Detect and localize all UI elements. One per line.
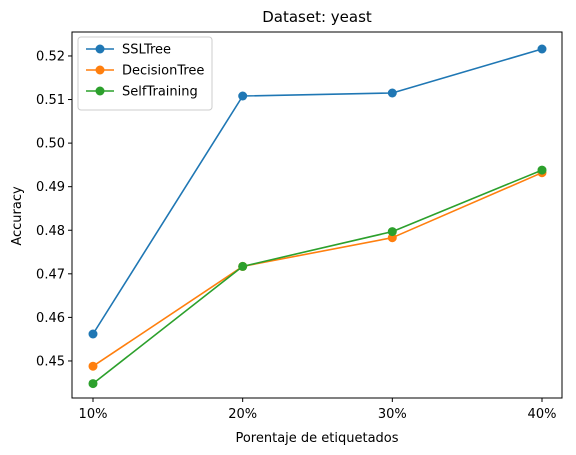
- x-tick-label: 40%: [528, 407, 557, 422]
- legend-label: DecisionTree: [122, 64, 204, 79]
- y-tick-label: 0.46: [36, 311, 65, 326]
- y-tick-label: 0.47: [36, 267, 65, 282]
- data-point: [238, 91, 248, 101]
- data-point: [387, 88, 397, 98]
- legend-swatch-marker: [95, 65, 105, 75]
- y-tick-label: 0.50: [36, 137, 65, 152]
- series-line-2: [92, 169, 543, 385]
- y-tick-label: 0.51: [36, 93, 65, 108]
- data-point: [537, 165, 547, 175]
- y-tick-label: 0.52: [36, 49, 65, 64]
- data-point: [88, 329, 98, 339]
- legend-swatch-marker: [95, 44, 105, 54]
- y-tick-label: 0.49: [36, 180, 65, 195]
- legend-label: SelfTraining: [122, 85, 198, 100]
- x-axis-title: Porentaje de etiquetados: [235, 431, 398, 446]
- chart-title: Dataset: yeast: [262, 8, 372, 26]
- x-tick-label: 10%: [79, 407, 108, 422]
- plot-frame: [71, 31, 563, 399]
- data-point: [387, 227, 397, 237]
- x-tick-label: 30%: [378, 407, 407, 422]
- legend-label: SSLTree: [122, 43, 171, 58]
- series-line-1: [92, 171, 543, 367]
- y-tick-label: 0.45: [36, 354, 65, 369]
- data-point: [88, 361, 98, 371]
- legend-swatch-marker: [95, 86, 105, 96]
- axes: 0.45 0.46 0.47 0.48 0.49 0.50 0.51 0.52 10% 20% 30…: [36, 31, 563, 422]
- data-point: [537, 44, 547, 54]
- legend: SSLTree DecisionTree SelfTraining: [77, 36, 213, 111]
- y-tick-label: 0.48: [36, 224, 65, 239]
- y-axis-title: Accuracy: [10, 186, 25, 246]
- plot-area: [88, 44, 547, 389]
- data-point: [238, 261, 248, 271]
- data-point: [88, 379, 98, 389]
- x-tick-label: 20%: [228, 407, 257, 422]
- series-line-0: [92, 48, 543, 335]
